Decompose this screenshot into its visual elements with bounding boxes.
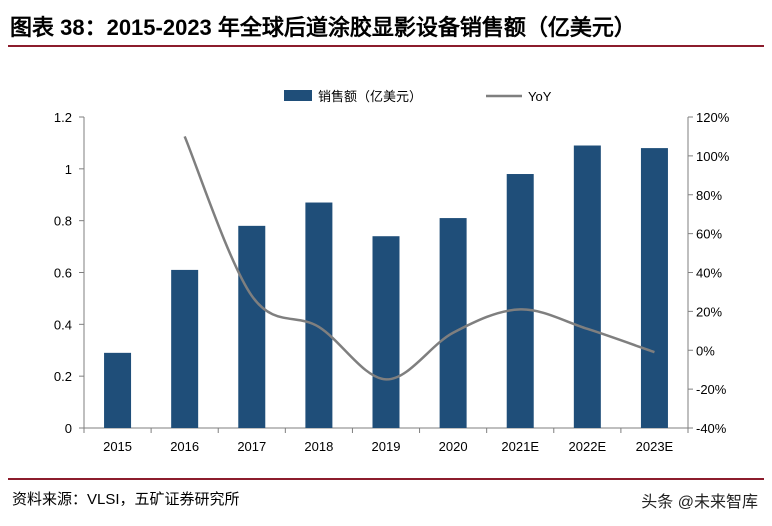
bar-2015 bbox=[104, 352, 132, 428]
left-tick-label: 0.4 bbox=[54, 317, 72, 332]
watermark-text: 头条 @未来智库 bbox=[641, 494, 758, 511]
x-tick-label: 2015 bbox=[103, 439, 132, 454]
x-tick-label: 2017 bbox=[237, 439, 266, 454]
left-tick-label: 1 bbox=[65, 162, 72, 177]
x-tick-label: 2020 bbox=[439, 439, 468, 454]
chart-legend: 销售额（亿美元） YoY bbox=[284, 89, 552, 104]
page-title: 图表 38：2015-2023 年全球后道涂胶显影设备销售额（亿美元） bbox=[10, 15, 636, 40]
left-tick-label: 0.6 bbox=[54, 266, 72, 281]
bar-2016 bbox=[171, 269, 199, 428]
bar-2020 bbox=[439, 218, 467, 428]
sales-chart: 销售额（亿美元） YoY 0 0.2 0.4 0.6 0.8 1 1.2 -40% -20% 0%… bbox=[54, 89, 730, 454]
right-tick-label: 20% bbox=[696, 304, 722, 319]
bar-series bbox=[104, 145, 668, 428]
x-tick-label: 2019 bbox=[372, 439, 401, 454]
left-tick-label: 0 bbox=[65, 421, 72, 436]
x-tick-label: 2018 bbox=[304, 439, 333, 454]
source-note: 资料来源：VLSI，五矿证券研究所 bbox=[12, 491, 240, 508]
chart-axes: 0 0.2 0.4 0.6 0.8 1 1.2 -40% -20% 0% 20% 40% 60% 80% 1… bbox=[54, 110, 730, 454]
left-tick-label: 0.8 bbox=[54, 214, 72, 229]
yoy-line-path bbox=[183, 135, 655, 381]
left-tick-label: 0.2 bbox=[54, 369, 72, 384]
bar-2021E bbox=[506, 174, 534, 428]
bar-2018 bbox=[305, 202, 333, 428]
x-tick-label: 2016 bbox=[170, 439, 199, 454]
right-tick-label: 60% bbox=[696, 227, 722, 242]
bar-2017 bbox=[238, 225, 266, 428]
right-tick-label: 100% bbox=[696, 149, 730, 164]
x-tick-label: 2023E bbox=[636, 439, 674, 454]
right-tick-label: 120% bbox=[696, 110, 730, 125]
title-divider bbox=[8, 45, 764, 47]
x-tick-label: 2021E bbox=[501, 439, 539, 454]
left-tick-label: 1.2 bbox=[54, 110, 72, 125]
bar-2022E bbox=[573, 145, 601, 428]
source-divider bbox=[8, 478, 764, 480]
legend-bar-label: 销售额（亿美元） bbox=[318, 89, 422, 104]
x-tick-label: 2022E bbox=[569, 439, 607, 454]
right-tick-label: -40% bbox=[696, 421, 727, 436]
right-tick-label: 0% bbox=[696, 343, 715, 358]
right-tick-label: 80% bbox=[696, 188, 722, 203]
right-tick-label: -20% bbox=[696, 382, 727, 397]
legend-line-label: YoY bbox=[528, 89, 552, 104]
bar-2019 bbox=[372, 236, 400, 428]
bar-2023E bbox=[640, 148, 668, 428]
yoy-line-series bbox=[183, 135, 655, 381]
right-tick-label: 40% bbox=[696, 266, 722, 281]
legend-bar-swatch bbox=[284, 90, 312, 101]
